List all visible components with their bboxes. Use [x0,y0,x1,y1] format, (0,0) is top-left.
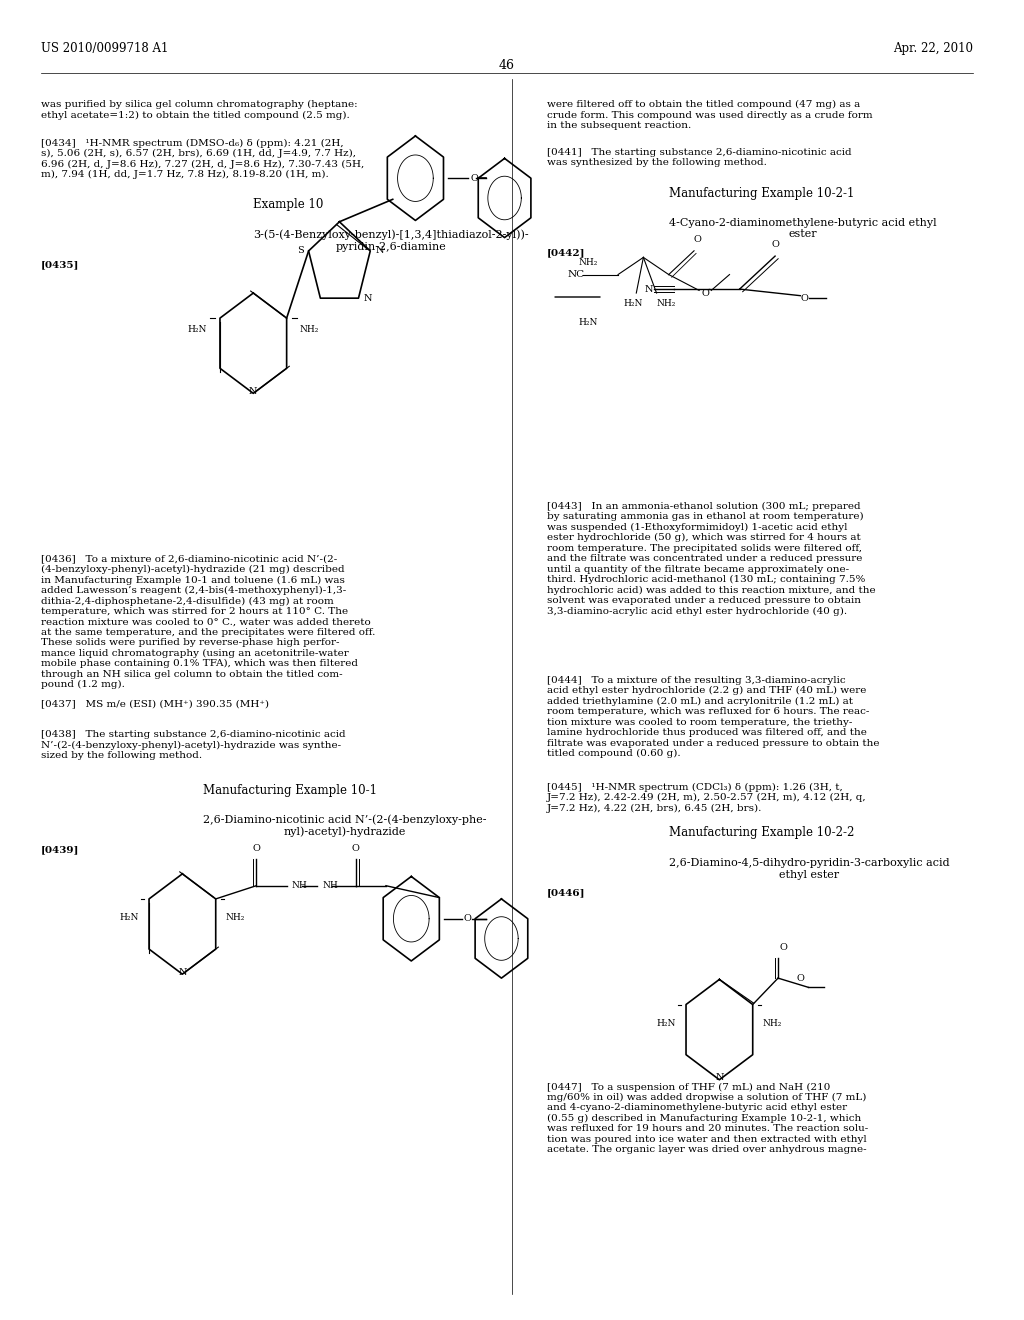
Text: NC: NC [567,271,585,280]
Text: N: N [178,968,186,977]
Text: H₂N: H₂N [120,913,139,921]
Text: 2,6-Diamino-4,5-dihydro-pyridin-3-carboxylic acid
ethyl ester: 2,6-Diamino-4,5-dihydro-pyridin-3-carbox… [669,858,949,879]
Text: O: O [351,843,359,853]
Text: [0447]   To a suspension of THF (7 mL) and NaH (210
mg/60% in oil) was added dro: [0447] To a suspension of THF (7 mL) and… [547,1082,868,1154]
Text: [0436]   To a mixture of 2,6-diamino-nicotinic acid N’-(2-
(4-benzyloxy-phenyl)-: [0436] To a mixture of 2,6-diamino-nicot… [41,554,375,689]
Text: O: O [779,942,787,952]
Text: N: N [376,247,384,256]
Text: [0445]   ¹H-NMR spectrum (CDCl₃) δ (ppm): 1.26 (3H, t,
J=7.2 Hz), 2.42-2.49 (2H,: [0445] ¹H-NMR spectrum (CDCl₃) δ (ppm): … [547,783,866,813]
Text: H₂N: H₂N [579,318,598,326]
Text: 46: 46 [499,59,515,73]
Text: was purified by silica gel column chromatography (heptane:
ethyl acetate=1:2) to: was purified by silica gel column chroma… [41,100,357,120]
Text: H₂N: H₂N [187,326,207,334]
Text: were filtered off to obtain the titled compound (47 mg) as a
crude form. This co: were filtered off to obtain the titled c… [547,100,872,131]
Text: NH₂: NH₂ [656,300,676,309]
Text: [0442]: [0442] [547,248,586,257]
Text: O: O [797,974,804,982]
Text: [0438]   The starting substance 2,6-diamino-nicotinic acid
N’-(2-(4-benzyloxy-ph: [0438] The starting substance 2,6-diamin… [41,730,345,760]
Text: [0441]   The starting substance 2,6-diamino-nicotinic acid
was synthesized by th: [0441] The starting substance 2,6-diamin… [547,148,852,168]
Text: O: O [801,294,808,302]
Text: 4-Cyano-2-diaminomethylene-butyric acid ethyl
ester: 4-Cyano-2-diaminomethylene-butyric acid … [669,218,936,239]
Text: [0443]   In an ammonia-ethanol solution (300 mL; prepared
by saturating ammonia : [0443] In an ammonia-ethanol solution (3… [547,502,876,615]
Text: N: N [644,285,652,293]
Text: O: O [470,174,478,182]
Text: 3-(5-(4-Benzyloxy-benzyl)-[1,3,4]thiadiazol-2-yl))-
pyridin-2,6-diamine: 3-(5-(4-Benzyloxy-benzyl)-[1,3,4]thiadia… [253,230,529,252]
Text: S: S [297,247,303,256]
Text: NH₂: NH₂ [226,913,246,921]
Text: 2,6-Diamino-nicotinic acid N’-(2-(4-benzyloxy-phe-
nyl)-acetyl)-hydrazide: 2,6-Diamino-nicotinic acid N’-(2-(4-benz… [203,814,486,837]
Text: O: O [701,289,709,297]
Text: [0437]   MS m/e (ESI) (MH⁺) 390.35 (MH⁺): [0437] MS m/e (ESI) (MH⁺) 390.35 (MH⁺) [41,700,268,709]
Text: [0446]: [0446] [547,888,586,898]
Text: NH₂: NH₂ [763,1019,782,1027]
Text: NH₂: NH₂ [300,326,319,334]
Text: [0444]   To a mixture of the resulting 3,3-diamino-acrylic
acid ethyl ester hydr: [0444] To a mixture of the resulting 3,3… [547,676,880,758]
Text: NH: NH [323,882,338,890]
Text: O: O [252,843,260,853]
Text: N: N [715,1073,724,1082]
Text: NH₂: NH₂ [579,259,598,267]
Text: [0434]   ¹H-NMR spectrum (DMSO-d₆) δ (ppm): 4.21 (2H,
s), 5.06 (2H, s), 6.57 (2H: [0434] ¹H-NMR spectrum (DMSO-d₆) δ (ppm)… [41,139,364,180]
Text: H₂N: H₂N [624,300,643,309]
Text: Manufacturing Example 10-2-2: Manufacturing Example 10-2-2 [669,826,854,840]
Text: [0435]: [0435] [41,260,79,269]
Text: Manufacturing Example 10-2-1: Manufacturing Example 10-2-1 [669,187,854,201]
Text: Example 10: Example 10 [253,198,324,211]
Text: O: O [464,915,472,923]
Text: [0439]: [0439] [41,845,79,854]
Text: O: O [771,240,779,249]
Text: O: O [693,235,701,244]
Text: Manufacturing Example 10-1: Manufacturing Example 10-1 [203,784,377,797]
Text: Apr. 22, 2010: Apr. 22, 2010 [893,42,973,55]
Text: N: N [249,387,258,396]
Text: H₂N: H₂N [656,1019,676,1027]
Text: N: N [364,293,372,302]
Text: NH: NH [292,882,307,890]
Text: US 2010/0099718 A1: US 2010/0099718 A1 [41,42,168,55]
